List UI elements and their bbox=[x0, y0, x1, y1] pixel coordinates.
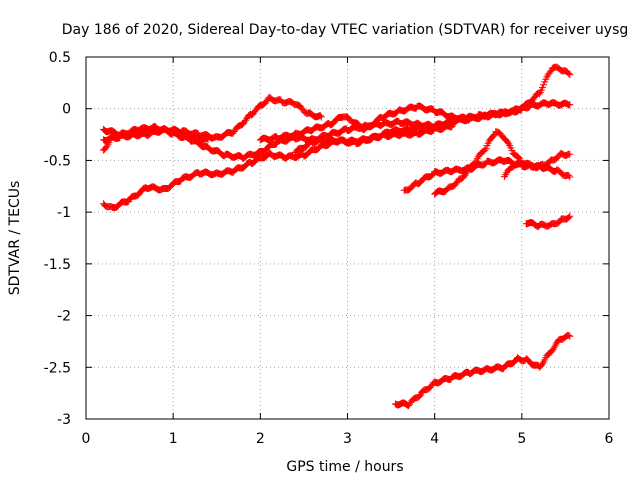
data-marker-arc-11 bbox=[391, 331, 574, 410]
axis-ticks: 0 1 2 3 4 5 6 0.5 0 -0.5 -1 -1.5 -2 -2.5 -3 bbox=[44, 50, 614, 447]
data-marker-arc-5 bbox=[256, 63, 574, 144]
y-tick-label: 0.5 bbox=[49, 50, 71, 66]
y-tick-label: -0.5 bbox=[44, 153, 71, 169]
series-arc-3 bbox=[99, 125, 212, 144]
y-tick-label: -1 bbox=[57, 205, 71, 221]
y-tick-label: -2.5 bbox=[44, 360, 71, 376]
x-tick-label: 5 bbox=[517, 431, 526, 447]
data-marker-arc-10 bbox=[522, 212, 574, 230]
data-marker-arc-9 bbox=[500, 158, 534, 181]
x-axis-label: GPS time / hours bbox=[286, 459, 403, 475]
chart-title: Day 186 of 2020, Sidereal Day-to-day VTE… bbox=[62, 22, 629, 38]
x-tick-label: 2 bbox=[256, 431, 265, 447]
y-tick-label: -3 bbox=[57, 412, 71, 428]
series-arc-11 bbox=[391, 331, 574, 410]
y-tick-label: 0 bbox=[62, 102, 71, 118]
x-tick-label: 3 bbox=[343, 431, 352, 447]
series-arc-5 bbox=[256, 63, 574, 144]
y-axis-label: SDTVAR / TECUs bbox=[7, 181, 23, 296]
x-tick-label: 6 bbox=[605, 431, 614, 447]
y-tick-label: -1.5 bbox=[44, 257, 71, 273]
y-tick-label: -2 bbox=[57, 309, 71, 325]
x-tick-label: 1 bbox=[169, 431, 178, 447]
data-points bbox=[99, 63, 574, 410]
series-arc-9 bbox=[500, 158, 534, 181]
series-arc-10 bbox=[522, 212, 574, 230]
data-marker-arc-3 bbox=[99, 125, 212, 144]
x-tick-label: 0 bbox=[82, 431, 91, 447]
series-arc-6 bbox=[291, 122, 456, 156]
x-tick-label: 4 bbox=[430, 431, 439, 447]
data-marker-arc-6 bbox=[291, 122, 456, 156]
